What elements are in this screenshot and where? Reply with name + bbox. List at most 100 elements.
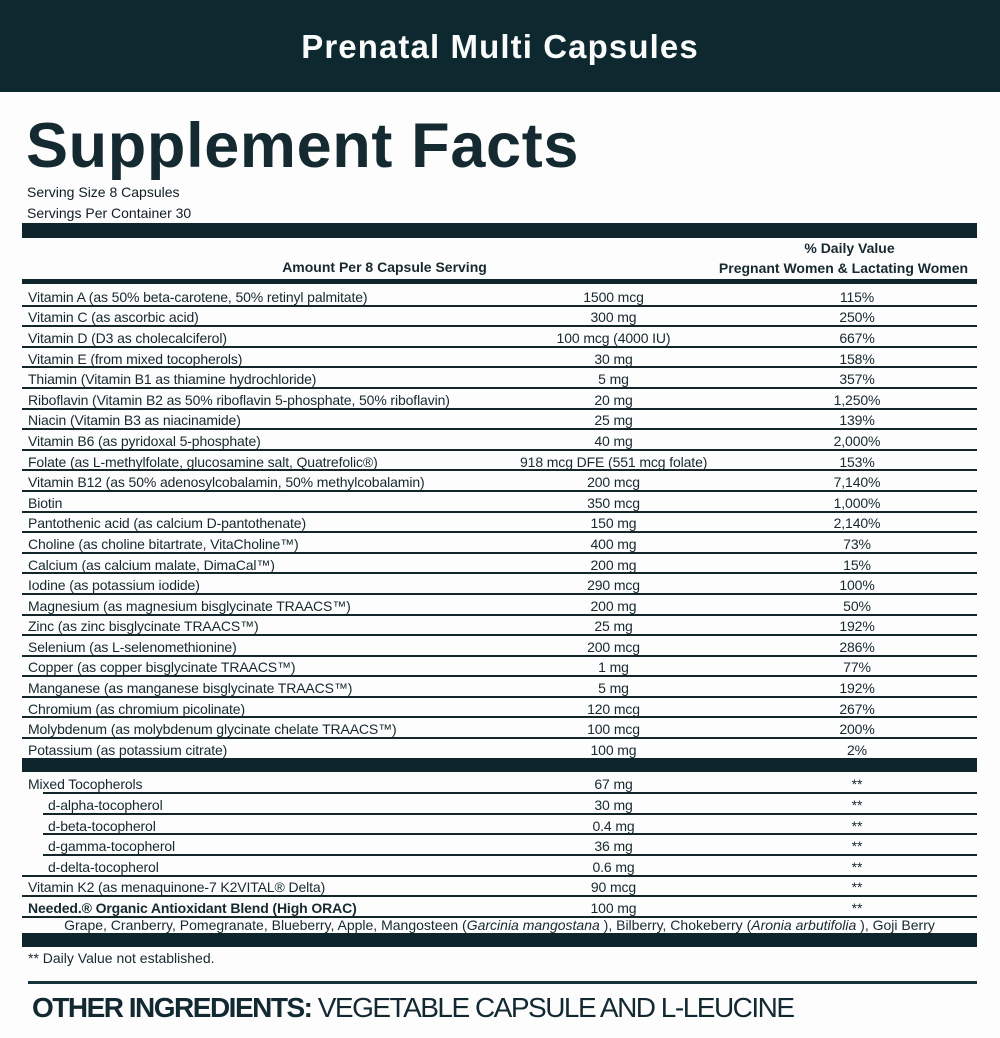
daily-value-header-line1: % Daily Value <box>804 240 895 256</box>
row-separator <box>22 592 977 595</box>
nutrient-daily-value: 77% <box>843 659 871 676</box>
nutrient-amount: 30 mg <box>594 350 633 367</box>
blend-ingredients-row: Grape, Cranberry, Pomegranate, Blueberry… <box>22 916 977 933</box>
row-separator <box>22 895 977 898</box>
nutrient-name: Vitamin B12 (as 50% adenosylcobalamin, 5… <box>28 474 425 491</box>
row-separator <box>22 366 977 369</box>
nutrient-name: Thiamin (Vitamin B1 as thiamine hydrochl… <box>28 371 317 388</box>
nutrient-row: d-delta-tocopherol 0.6 mg ** <box>22 854 977 877</box>
nutrient-name: Niacin (Vitamin B3 as niacinamide) <box>28 412 241 429</box>
nutrient-daily-value: 15% <box>843 556 871 573</box>
nutrient-amount: 200 mg <box>590 556 637 573</box>
nutrient-name: Vitamin A (as 50% beta-carotene, 50% ret… <box>28 288 368 305</box>
nutrient-daily-value: 115% <box>839 288 875 305</box>
nutrient-row: Vitamin C (as ascorbic acid) 300 mg 250% <box>22 305 977 328</box>
blend-text-part: ), Bilberry, Chokeberry ( <box>599 917 752 934</box>
nutrient-daily-value: 73% <box>843 535 871 552</box>
nutrient-row: Molybdenum (as molybdenum glycinate chel… <box>22 716 977 740</box>
nutrient-row: Manganese (as manganese bisglycinate TRA… <box>22 675 977 698</box>
nutrient-amount: 100 mcg (4000 IU) <box>556 329 671 346</box>
nutrient-name: d-delta-tocopherol <box>48 858 159 875</box>
nutrient-amount: 30 mg <box>594 797 633 814</box>
nutrient-name: Folate (as L-methylfolate, glucosamine s… <box>28 453 378 470</box>
row-separator <box>22 654 977 657</box>
nutrient-daily-value: 139% <box>839 412 875 429</box>
nutrient-name: Copper (as copper bisglycinate TRAACS™) <box>28 659 296 676</box>
daily-value-column-header: % Daily Value Pregnant Women & Lactating… <box>710 239 977 278</box>
nutrient-amount: 200 mcg <box>587 638 640 655</box>
row-separator <box>22 737 977 740</box>
nutrient-row: Zinc (as zinc bisglycinate TRAACS™) 25 mg… <box>22 614 977 637</box>
nutrient-row: d-beta-tocopherol 0.4 mg ** <box>22 813 977 836</box>
nutrient-amount: 150 mg <box>590 515 637 532</box>
nutrient-row: Chromium (as chromium picolinate) 120 mcg… <box>22 696 977 719</box>
nutrient-row: Copper (as copper bisglycinate TRAACS™) 1… <box>22 655 977 678</box>
nutrient-row: Calcium (as calcium malate, DimaCal™) 200… <box>22 552 977 575</box>
blend-latin-name: Garcinia mangostana <box>466 917 600 934</box>
other-ingredients-value: VEGETABLE CAPSULE AND L-LEUCINE <box>311 991 795 1023</box>
divider-thick-top <box>22 223 977 238</box>
nutrient-amount: 5 mg <box>598 680 629 697</box>
nutrient-row: Niacin (Vitamin B3 as niacinamide) 25 mg 1… <box>22 408 977 431</box>
row-separator <box>22 386 977 389</box>
nutrient-amount: 0.6 mg <box>592 858 635 875</box>
nutrient-name: Vitamin K2 (as menaquinone-7 K2VITAL® De… <box>28 879 326 896</box>
divider-other-ingredients <box>28 980 977 984</box>
nutrient-row: Vitamin B6 (as pyridoxal 5-phosphate) 40 … <box>22 428 977 451</box>
nutrient-amount: 100 mcg <box>587 721 640 738</box>
nutrient-name: Vitamin B6 (as pyridoxal 5-phosphate) <box>28 432 261 449</box>
nutrient-name: d-gamma-tocopherol <box>48 838 176 855</box>
nutrient-daily-value: 7,140% <box>833 474 881 491</box>
supplement-facts-panel: Supplement Facts Serving Size 8 Capsules… <box>22 115 977 1023</box>
row-separator <box>22 345 977 348</box>
serving-size: Serving Size 8 Capsules <box>27 184 180 200</box>
row-separator <box>22 304 977 307</box>
row-separator <box>22 915 977 918</box>
blend-text-part: ), Goji Berry <box>856 917 935 934</box>
row-separator <box>22 531 977 534</box>
nutrient-amount: 400 mg <box>590 535 637 552</box>
nutrient-row: Riboflavin (Vitamin B2 as 50% riboflavin… <box>22 387 977 410</box>
nutrient-daily-value: 2% <box>847 741 867 758</box>
nutrient-name: Mixed Tocopherols <box>28 776 143 793</box>
nutrient-amount: 25 mg <box>594 412 633 429</box>
nutrient-daily-value: 1,250% <box>833 391 881 408</box>
row-separator <box>22 469 977 472</box>
nutrient-amount: 40 mg <box>594 432 633 449</box>
nutrient-amount: 100 mg <box>590 900 637 917</box>
blend-ingredients-text: Grape, Cranberry, Pomegranate, Blueberry… <box>64 915 935 933</box>
nutrient-daily-value: 2,000% <box>833 432 881 449</box>
nutrient-daily-value: ** <box>851 797 863 814</box>
nutrient-amount: 350 mcg <box>587 494 640 511</box>
nutrient-daily-value: 267% <box>839 700 875 717</box>
nutrient-name: Vitamin C (as ascorbic acid) <box>28 309 199 326</box>
nutrient-daily-value: 2,140% <box>833 515 881 532</box>
nutrient-row: Magnesium (as magnesium bisglycinate TRA… <box>22 593 977 616</box>
row-separator <box>22 716 977 719</box>
nutrient-row: Choline (as choline bitartrate, VitaChol… <box>22 531 977 554</box>
row-separator <box>22 695 977 698</box>
serving-info: Serving Size 8 Capsules Servings Per Con… <box>27 182 977 223</box>
servings-per-container: Servings Per Container 30 <box>27 204 192 221</box>
nutrient-daily-value: ** <box>851 776 863 793</box>
row-separator <box>22 613 977 616</box>
nutrient-daily-value: 192% <box>839 618 875 635</box>
other-ingredients-label: OTHER INGREDIENTS: <box>32 991 313 1023</box>
nutrient-table-main: Vitamin A (as 50% beta-carotene, 50% ret… <box>22 284 977 758</box>
nutrient-row: Selenium (as L-selenomethionine) 200 mcg 2… <box>22 634 977 657</box>
row-separator <box>43 854 977 857</box>
nutrient-row: Pantothenic acid (as calcium D-pantothen… <box>22 511 977 534</box>
nutrient-amount: 90 mcg <box>590 879 637 896</box>
nutrient-name: Vitamin E (from mixed tocopherols) <box>28 350 243 367</box>
nutrient-daily-value: 192% <box>839 680 875 697</box>
nutrient-name: Potassium (as potassium citrate) <box>28 741 228 758</box>
product-title: Prenatal Multi Capsules <box>301 28 699 65</box>
nutrient-daily-value: ** <box>851 858 863 875</box>
nutrient-daily-value: 667% <box>839 329 875 346</box>
nutrient-name: Manganese (as manganese bisglycinate TRA… <box>28 680 353 697</box>
nutrient-amount: 0.4 mg <box>592 817 635 834</box>
amount-column-header: Amount Per 8 Capsule Serving <box>282 259 487 275</box>
nutrient-amount: 120 mcg <box>587 700 640 717</box>
nutrient-daily-value: 250% <box>839 309 875 326</box>
